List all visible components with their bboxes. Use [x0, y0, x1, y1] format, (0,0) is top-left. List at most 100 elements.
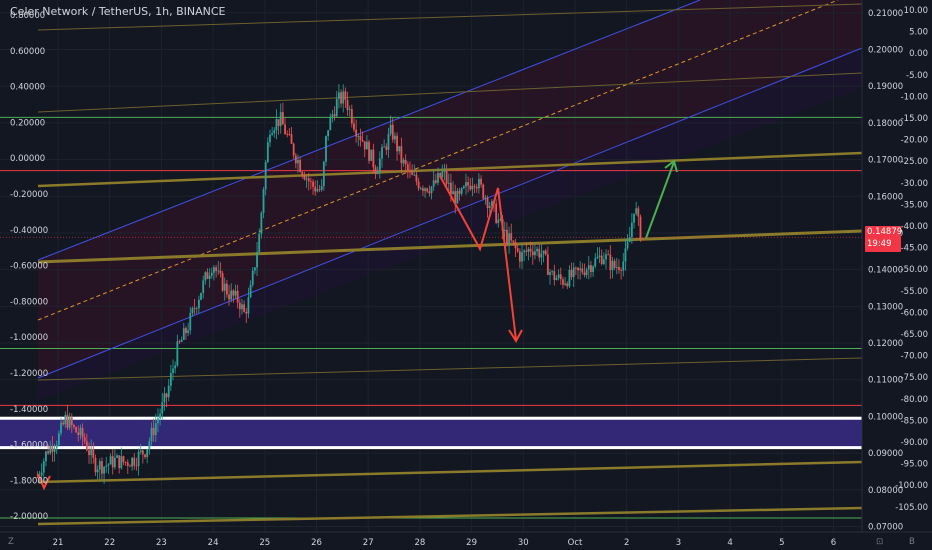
candle-body [396, 135, 398, 152]
candle-body [318, 189, 321, 190]
candle-body [94, 457, 97, 473]
candle-body [305, 178, 308, 180]
candle-body [454, 191, 457, 204]
candle-body [350, 109, 353, 124]
candle-body [581, 268, 584, 273]
candle-body [469, 185, 472, 190]
candle-body [432, 180, 435, 187]
candle-body [312, 181, 314, 187]
candle-body [325, 136, 327, 162]
candle-body [47, 451, 49, 454]
candle-body [232, 290, 235, 296]
left-axis-tick: 0.40000 [10, 83, 45, 93]
time-axis-tick: 4 [727, 538, 732, 548]
time-axis-tick: 23 [156, 538, 167, 548]
price-axis-tick: 0.09000 [868, 449, 903, 459]
candle-body [344, 91, 347, 100]
candle-body [628, 237, 631, 242]
candle-body [118, 455, 121, 469]
candle-body [480, 178, 482, 185]
candle-body [131, 457, 134, 467]
candle-body [402, 159, 405, 164]
price-axis: 0.21000 0.20000 0.19000 0.18000 0.17000 0.160… [868, 9, 903, 533]
candle-body [406, 164, 409, 171]
candle-body [238, 302, 241, 310]
drawings [37, 0, 863, 526]
candle-body [329, 116, 332, 131]
candle-body [174, 365, 177, 369]
candle-body [92, 448, 95, 458]
candle-body [53, 448, 56, 452]
candle-body [230, 290, 233, 300]
candle-body [228, 294, 230, 300]
candle-body [411, 170, 414, 175]
candle-body [389, 124, 392, 134]
time-axis-tick: 6 [831, 538, 836, 548]
candle-body [546, 254, 549, 275]
candle-body [598, 255, 601, 257]
percent-axis-tick: -75.00 [901, 373, 928, 383]
candle-body [523, 250, 526, 253]
candle-body [503, 229, 506, 231]
chart-background-layer [0, 0, 862, 532]
candle-body [279, 112, 282, 126]
candle-body [262, 189, 265, 213]
left-axis-tick: 0.60000 [10, 47, 45, 57]
candle-body [417, 181, 420, 189]
left-axis-tick: -2.00000 [10, 512, 48, 522]
time-axis-tick: 5 [779, 538, 784, 548]
left-axis-tick: -0.40000 [10, 226, 48, 236]
candle-body [113, 457, 116, 468]
time-axis-tick: 21 [53, 538, 64, 548]
price-axis-tick: 0.17000 [868, 156, 903, 166]
candle-body [409, 170, 411, 171]
candle-body [618, 266, 620, 271]
left-axis-tick: -0.20000 [10, 190, 48, 200]
candle-body [133, 457, 136, 466]
candle-body [419, 188, 422, 190]
screenshot-icon[interactable]: ⊡ [876, 537, 884, 547]
candle-body [506, 229, 508, 244]
candle-body [124, 462, 127, 463]
candle-body [51, 445, 54, 452]
candle-body [172, 368, 174, 374]
candle-body [66, 414, 69, 428]
candle-body [609, 254, 612, 271]
percent-axis-tick: -50.00 [901, 265, 928, 275]
time-axis-tick: 2 [624, 538, 629, 548]
price-axis-tick: 0.16000 [868, 192, 903, 202]
candle-body [333, 114, 336, 117]
candle-body [544, 250, 547, 255]
candle-body [316, 189, 319, 192]
left-axis-tick: 0.20000 [10, 118, 45, 128]
start-arrow [37, 473, 51, 491]
candle-body [549, 271, 551, 275]
candle-body [307, 178, 310, 182]
candle-body [335, 98, 338, 117]
timezone-toggle[interactable]: Z [8, 537, 14, 547]
candle-body [605, 254, 607, 260]
candle-body [120, 456, 123, 469]
candle-body [101, 461, 103, 474]
candle-body [213, 267, 215, 273]
candle-body [223, 283, 226, 291]
candle-body [126, 462, 129, 466]
percent-axis: 10.00 5.00 0.00 -5.00 -10.00 -15.00 -20.00 -25.… [895, 6, 928, 513]
time-axis[interactable]: 21 22 23 24 25 26 27 28 29 30 Oct 2 3 4 5 6 [53, 538, 837, 548]
candle-body [163, 393, 166, 403]
candle-body [70, 417, 73, 426]
candle-body [73, 425, 75, 428]
candle-body [482, 184, 485, 199]
candle-body [434, 180, 437, 183]
candle-body [516, 248, 519, 252]
candle-body [245, 311, 248, 314]
left-axis-tick: -1.80000 [10, 476, 48, 486]
auto-scale-toggle[interactable]: B [909, 537, 915, 547]
candle-body [534, 251, 536, 256]
bar-countdown: 19:49 [867, 239, 892, 249]
percent-axis-tick: -95.00 [901, 460, 928, 470]
trend-line-thin-mid [37, 72, 863, 113]
candle-body [90, 448, 93, 456]
price-axis-tick: 0.12000 [868, 339, 903, 349]
